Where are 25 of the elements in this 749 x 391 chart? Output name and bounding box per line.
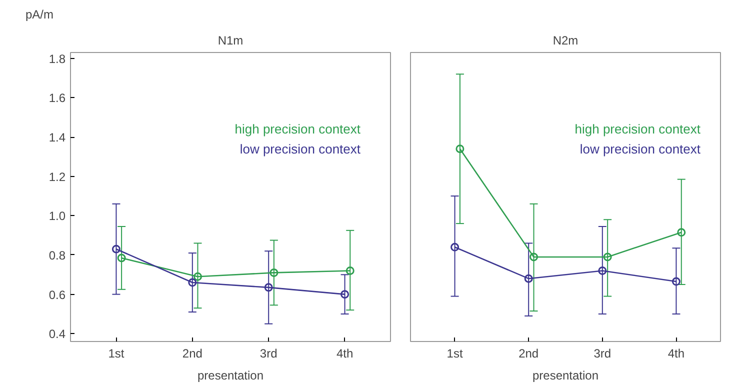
y-tick-label: 1.6 <box>48 91 66 106</box>
y-tick-label: 1.4 <box>48 130 66 145</box>
chart-title: N1m <box>218 34 244 48</box>
y-tick-label: 1.0 <box>48 209 66 224</box>
y-axis-title: pA/m <box>26 8 54 22</box>
text: high precision context <box>234 122 361 136</box>
x-tick-label: 2nd <box>518 346 539 360</box>
x-axis-title: presentation <box>532 368 599 382</box>
x-axis-title: presentation <box>197 368 264 382</box>
x-tick-label: 1st <box>108 346 125 360</box>
x-tick-label: 4th <box>336 346 354 360</box>
x-tick-label: 4th <box>668 346 685 360</box>
y-tick-label: 1.8 <box>48 52 66 66</box>
chart-title: N2m <box>552 34 578 48</box>
y-tick-label: 1.2 <box>48 170 66 184</box>
y-tick-label: 0.4 <box>48 327 66 342</box>
x-tick-label: 1st <box>446 346 464 360</box>
x-tick-label: 2nd <box>182 346 202 360</box>
x-tick-label: 3rd <box>594 346 612 360</box>
text: low precision context <box>580 142 701 156</box>
text: low precision context <box>240 142 361 156</box>
x-tick-label: 3rd <box>260 346 278 360</box>
text: high precision context <box>574 122 701 136</box>
y-tick-label: 0.6 <box>48 288 66 302</box>
y-tick-label: 0.8 <box>48 248 66 262</box>
